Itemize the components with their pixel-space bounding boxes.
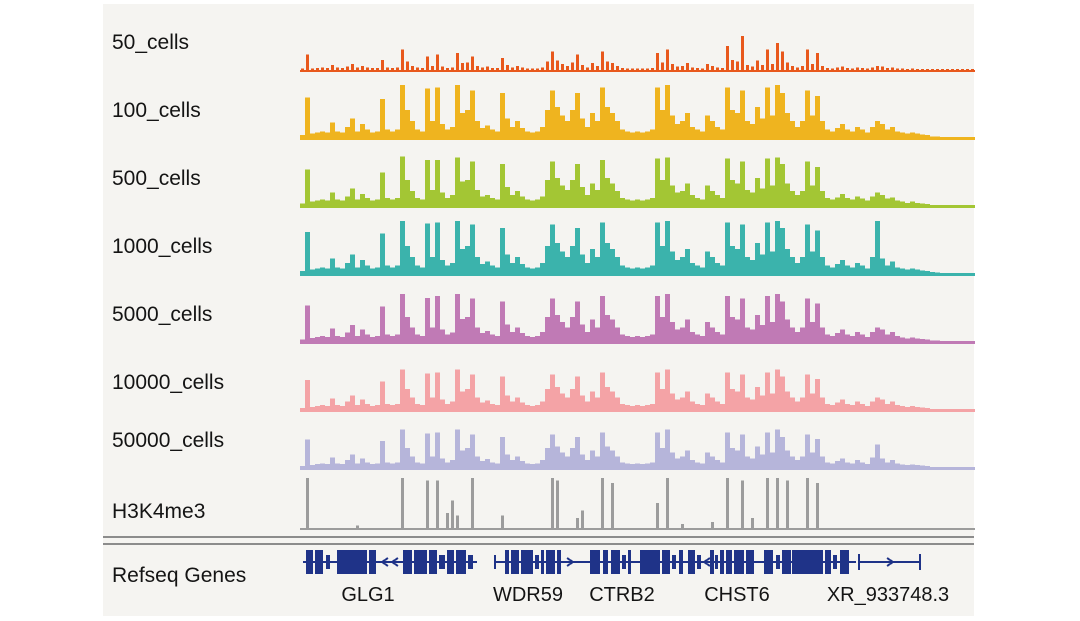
figure-panel (103, 4, 974, 616)
separator-line-top (103, 536, 974, 538)
gene-label: CHST6 (704, 584, 770, 606)
track-plot (300, 478, 975, 530)
track-label: 50000_cells (112, 429, 225, 452)
gene-label: CTRB2 (589, 584, 655, 606)
track-label: H3K4me3 (112, 500, 206, 523)
track-label: 1000_cells (112, 235, 213, 258)
track-label: 10000_cells (112, 371, 225, 394)
separator-line-bottom (103, 543, 974, 545)
track-label: 50_cells (112, 31, 190, 54)
gene-label: WDR59 (492, 584, 563, 606)
gene-label: XR_933748.3 (826, 584, 950, 606)
track-plot (300, 220, 975, 276)
refseq-gene-glyphs (303, 550, 921, 574)
track-label: 5000_cells (112, 303, 213, 326)
track-plot (300, 429, 975, 470)
track-plot (300, 294, 975, 344)
track-plot (300, 156, 975, 208)
track-label: 100_cells (112, 99, 201, 122)
track-plot (300, 369, 975, 412)
track-label: 500_cells (112, 167, 201, 190)
track-plot (300, 36, 975, 72)
gene-label: GLG1 (341, 584, 395, 606)
refseq-track-label: Refseq Genes (112, 564, 247, 587)
track-plot (300, 84, 975, 140)
